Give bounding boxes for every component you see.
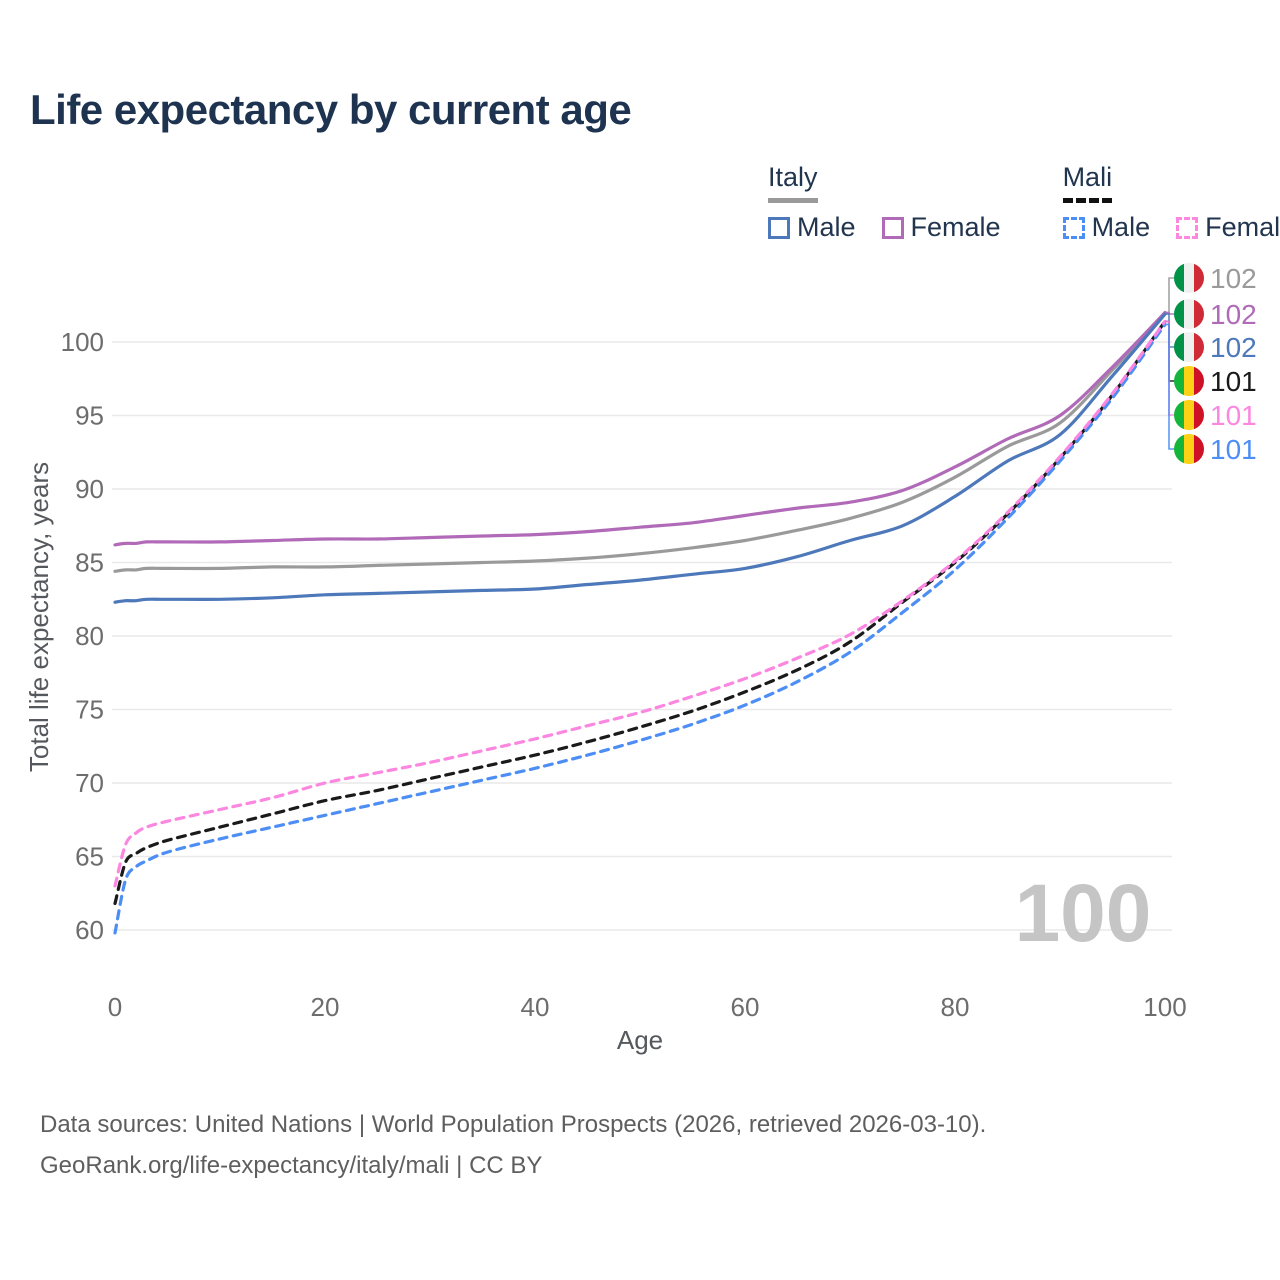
- end-label-connector: [1165, 323, 1176, 450]
- end-value-label-italy-male: 102: [1210, 332, 1257, 363]
- legend-item-mali-female[interactable]: Female: [1176, 212, 1280, 243]
- series-line-mali-female[interactable]: [113, 319, 1167, 888]
- footer-data-sources: Data sources: United Nations | World Pop…: [40, 1111, 987, 1138]
- series-line-italy-male[interactable]: [113, 312, 1167, 604]
- legend-item-mali-male[interactable]: Male: [1062, 212, 1151, 243]
- footer: Data sources: United Nations | World Pop…: [40, 1104, 986, 1186]
- end-value-label-italy-female: 102: [1210, 299, 1257, 330]
- end-label-connector: [1165, 311, 1176, 315]
- end-label-connector: [1165, 320, 1176, 382]
- legend-italy-title: Italy: [768, 162, 818, 203]
- age-counter-watermark: 100: [1015, 868, 1152, 959]
- series-line-mali[interactable]: [113, 319, 1167, 906]
- italy-flag-icon: [1174, 332, 1204, 362]
- x-tick-label: 20: [311, 992, 340, 1022]
- legend-group-mali: Mali Male Female: [1062, 162, 1280, 243]
- series-line-mali-male[interactable]: [113, 322, 1167, 935]
- y-tick-label: 75: [75, 695, 104, 725]
- page-title: Life expectancy by current age: [30, 86, 632, 133]
- x-axis-title: Age: [617, 1025, 663, 1055]
- y-tick-label: 65: [75, 842, 104, 872]
- end-value-label-mali-male: 101: [1210, 434, 1257, 465]
- y-tick-label: 90: [75, 474, 104, 504]
- x-tick-label: 0: [108, 992, 122, 1022]
- y-tick-label: 70: [75, 768, 104, 798]
- legend-item-label: Male: [797, 212, 856, 242]
- mali-female-swatch-icon: [1176, 216, 1199, 239]
- end-value-label-mali: 101: [1210, 366, 1257, 397]
- x-tick-label: 100: [1143, 992, 1186, 1022]
- y-tick-label: 60: [75, 915, 104, 945]
- end-value-label-mali-female: 101: [1210, 400, 1257, 431]
- y-tick-label: 80: [75, 621, 104, 651]
- italy-flag-icon: [1174, 263, 1204, 293]
- legend-item-italy-female[interactable]: Female: [881, 212, 1001, 243]
- y-axis-title: Total life expectancy, years: [24, 462, 54, 772]
- italy-male-swatch-icon: [768, 216, 790, 239]
- mali-flag-icon: [1174, 434, 1204, 464]
- legend-item-label: Male: [1091, 212, 1151, 242]
- legend-italy-items: Male Female: [768, 212, 1001, 243]
- legend-item-label: Female: [1205, 212, 1280, 242]
- y-tick-label: 85: [75, 548, 104, 578]
- legend-group-italy: Italy Male Female: [768, 162, 1001, 243]
- end-label-connector: [1165, 277, 1176, 314]
- x-tick-label: 40: [521, 992, 550, 1022]
- footer-attribution-link[interactable]: GeoRank.org/life-expectancy/italy/mali |…: [40, 1152, 543, 1179]
- legend: Italy Male Female Mali Male: [768, 162, 1280, 243]
- end-label-connector: [1165, 320, 1176, 416]
- legend-mali-title: Mali: [1062, 162, 1113, 203]
- mali-flag-icon: [1174, 366, 1204, 396]
- mali-flag-icon: [1174, 400, 1204, 430]
- italy-female-swatch-icon: [881, 216, 904, 239]
- italy-flag-icon: [1174, 299, 1204, 329]
- legend-item-label: Female: [910, 212, 1001, 242]
- x-tick-label: 80: [941, 992, 970, 1022]
- end-value-label-italy: 102: [1210, 263, 1257, 294]
- mali-male-swatch-icon: [1062, 216, 1085, 239]
- legend-mali-items: Male Female: [1062, 212, 1280, 243]
- x-tick-label: 60: [731, 992, 760, 1022]
- series-line-italy-female[interactable]: [113, 311, 1167, 547]
- y-tick-label: 100: [61, 327, 104, 357]
- series-line-italy[interactable]: [113, 311, 1167, 573]
- legend-item-italy-male[interactable]: Male: [768, 212, 856, 243]
- y-tick-label: 95: [75, 401, 104, 431]
